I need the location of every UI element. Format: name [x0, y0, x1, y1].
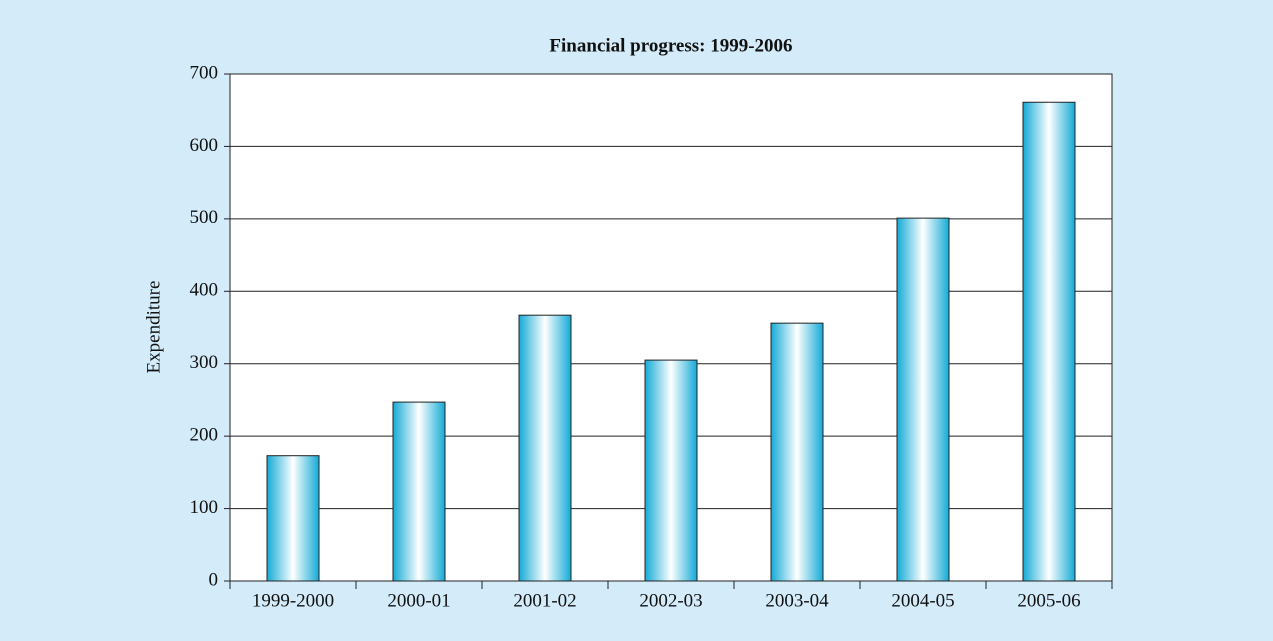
bar — [518, 314, 572, 582]
y-tick-label: 100 — [190, 497, 219, 518]
x-tick-label: 2001-02 — [513, 590, 576, 611]
x-tick-label: 2000-01 — [387, 590, 450, 611]
y-tick-label: 500 — [190, 207, 219, 228]
y-axis-label: Expenditure — [143, 281, 164, 374]
bar — [644, 359, 698, 582]
y-tick-label: 300 — [190, 352, 219, 373]
y-tick-label: 200 — [190, 425, 219, 446]
bar — [770, 322, 824, 582]
y-tick-label: 400 — [190, 280, 219, 301]
bar — [392, 401, 446, 582]
x-tick-label: 2005-06 — [1017, 590, 1080, 611]
bar — [896, 217, 950, 582]
x-tick-label: 1999-2000 — [252, 590, 334, 611]
y-tick-label: 0 — [209, 569, 219, 590]
x-tick-label: 2002-03 — [639, 590, 702, 611]
y-tick-label: 600 — [190, 135, 219, 156]
y-tick-label: 700 — [190, 62, 219, 83]
x-tick-label: 2004-05 — [891, 590, 954, 611]
bar — [266, 455, 320, 582]
bar — [1022, 101, 1076, 582]
x-tick-label: 2003-04 — [765, 590, 829, 611]
chart-title: Financial progress: 1999-2006 — [549, 35, 792, 56]
